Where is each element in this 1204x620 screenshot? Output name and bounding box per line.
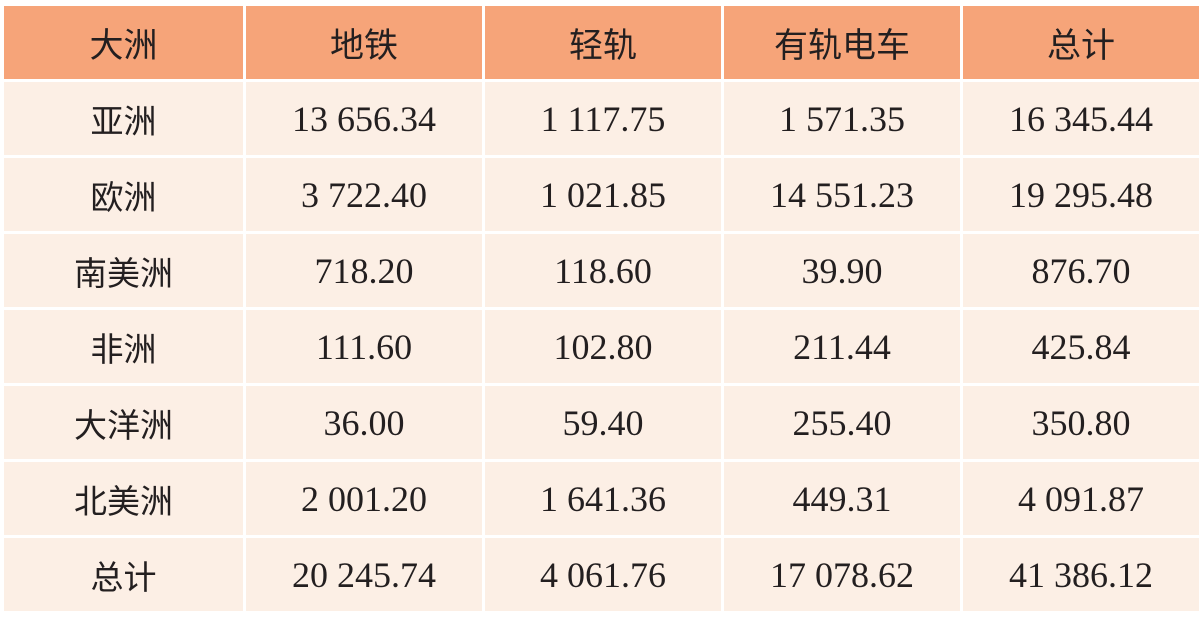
table-cell: 20 245.74 — [246, 538, 482, 611]
table-cell: 39.90 — [724, 234, 960, 307]
table-row: 南美洲 718.20 118.60 39.90 876.70 — [4, 234, 1199, 307]
table-cell: 425.84 — [963, 310, 1199, 383]
row-label: 亚洲 — [4, 82, 243, 155]
table-cell: 111.60 — [246, 310, 482, 383]
table-row: 总计 20 245.74 4 061.76 17 078.62 41 386.12 — [4, 538, 1199, 611]
table-cell: 118.60 — [485, 234, 721, 307]
table-cell: 13 656.34 — [246, 82, 482, 155]
table-cell: 17 078.62 — [724, 538, 960, 611]
table-cell: 4 061.76 — [485, 538, 721, 611]
column-header: 大洲 — [4, 6, 243, 79]
table-cell: 3 722.40 — [246, 158, 482, 231]
table-cell: 1 641.36 — [485, 462, 721, 535]
table-cell: 4 091.87 — [963, 462, 1199, 535]
table-cell: 718.20 — [246, 234, 482, 307]
row-label: 非洲 — [4, 310, 243, 383]
table-cell: 19 295.48 — [963, 158, 1199, 231]
column-header: 地铁 — [246, 6, 482, 79]
table-cell: 102.80 — [485, 310, 721, 383]
table-cell: 59.40 — [485, 386, 721, 459]
table-row: 非洲 111.60 102.80 211.44 425.84 — [4, 310, 1199, 383]
table-cell: 1 571.35 — [724, 82, 960, 155]
table-row: 北美洲 2 001.20 1 641.36 449.31 4 091.87 — [4, 462, 1199, 535]
table-cell: 255.40 — [724, 386, 960, 459]
header-row: 大洲 地铁 轻轨 有轨电车 总计 — [4, 6, 1199, 79]
table-cell: 36.00 — [246, 386, 482, 459]
table-cell: 350.80 — [963, 386, 1199, 459]
table-cell: 1 021.85 — [485, 158, 721, 231]
table-row: 大洋洲 36.00 59.40 255.40 350.80 — [4, 386, 1199, 459]
table-cell: 1 117.75 — [485, 82, 721, 155]
table-row: 亚洲 13 656.34 1 117.75 1 571.35 16 345.44 — [4, 82, 1199, 155]
table-cell: 14 551.23 — [724, 158, 960, 231]
row-label: 总计 — [4, 538, 243, 611]
row-label: 大洋洲 — [4, 386, 243, 459]
table-row: 欧洲 3 722.40 1 021.85 14 551.23 19 295.48 — [4, 158, 1199, 231]
row-label: 欧洲 — [4, 158, 243, 231]
table-cell: 449.31 — [724, 462, 960, 535]
column-header: 轻轨 — [485, 6, 721, 79]
table-cell: 2 001.20 — [246, 462, 482, 535]
row-label: 南美洲 — [4, 234, 243, 307]
table-cell: 41 386.12 — [963, 538, 1199, 611]
table-cell: 876.70 — [963, 234, 1199, 307]
row-label: 北美洲 — [4, 462, 243, 535]
table-cell: 211.44 — [724, 310, 960, 383]
column-header: 有轨电车 — [724, 6, 960, 79]
data-table: 大洲 地铁 轻轨 有轨电车 总计 亚洲 13 656.34 1 117.75 1 571.35… — [1, 3, 1202, 614]
column-header: 总计 — [963, 6, 1199, 79]
table-cell: 16 345.44 — [963, 82, 1199, 155]
